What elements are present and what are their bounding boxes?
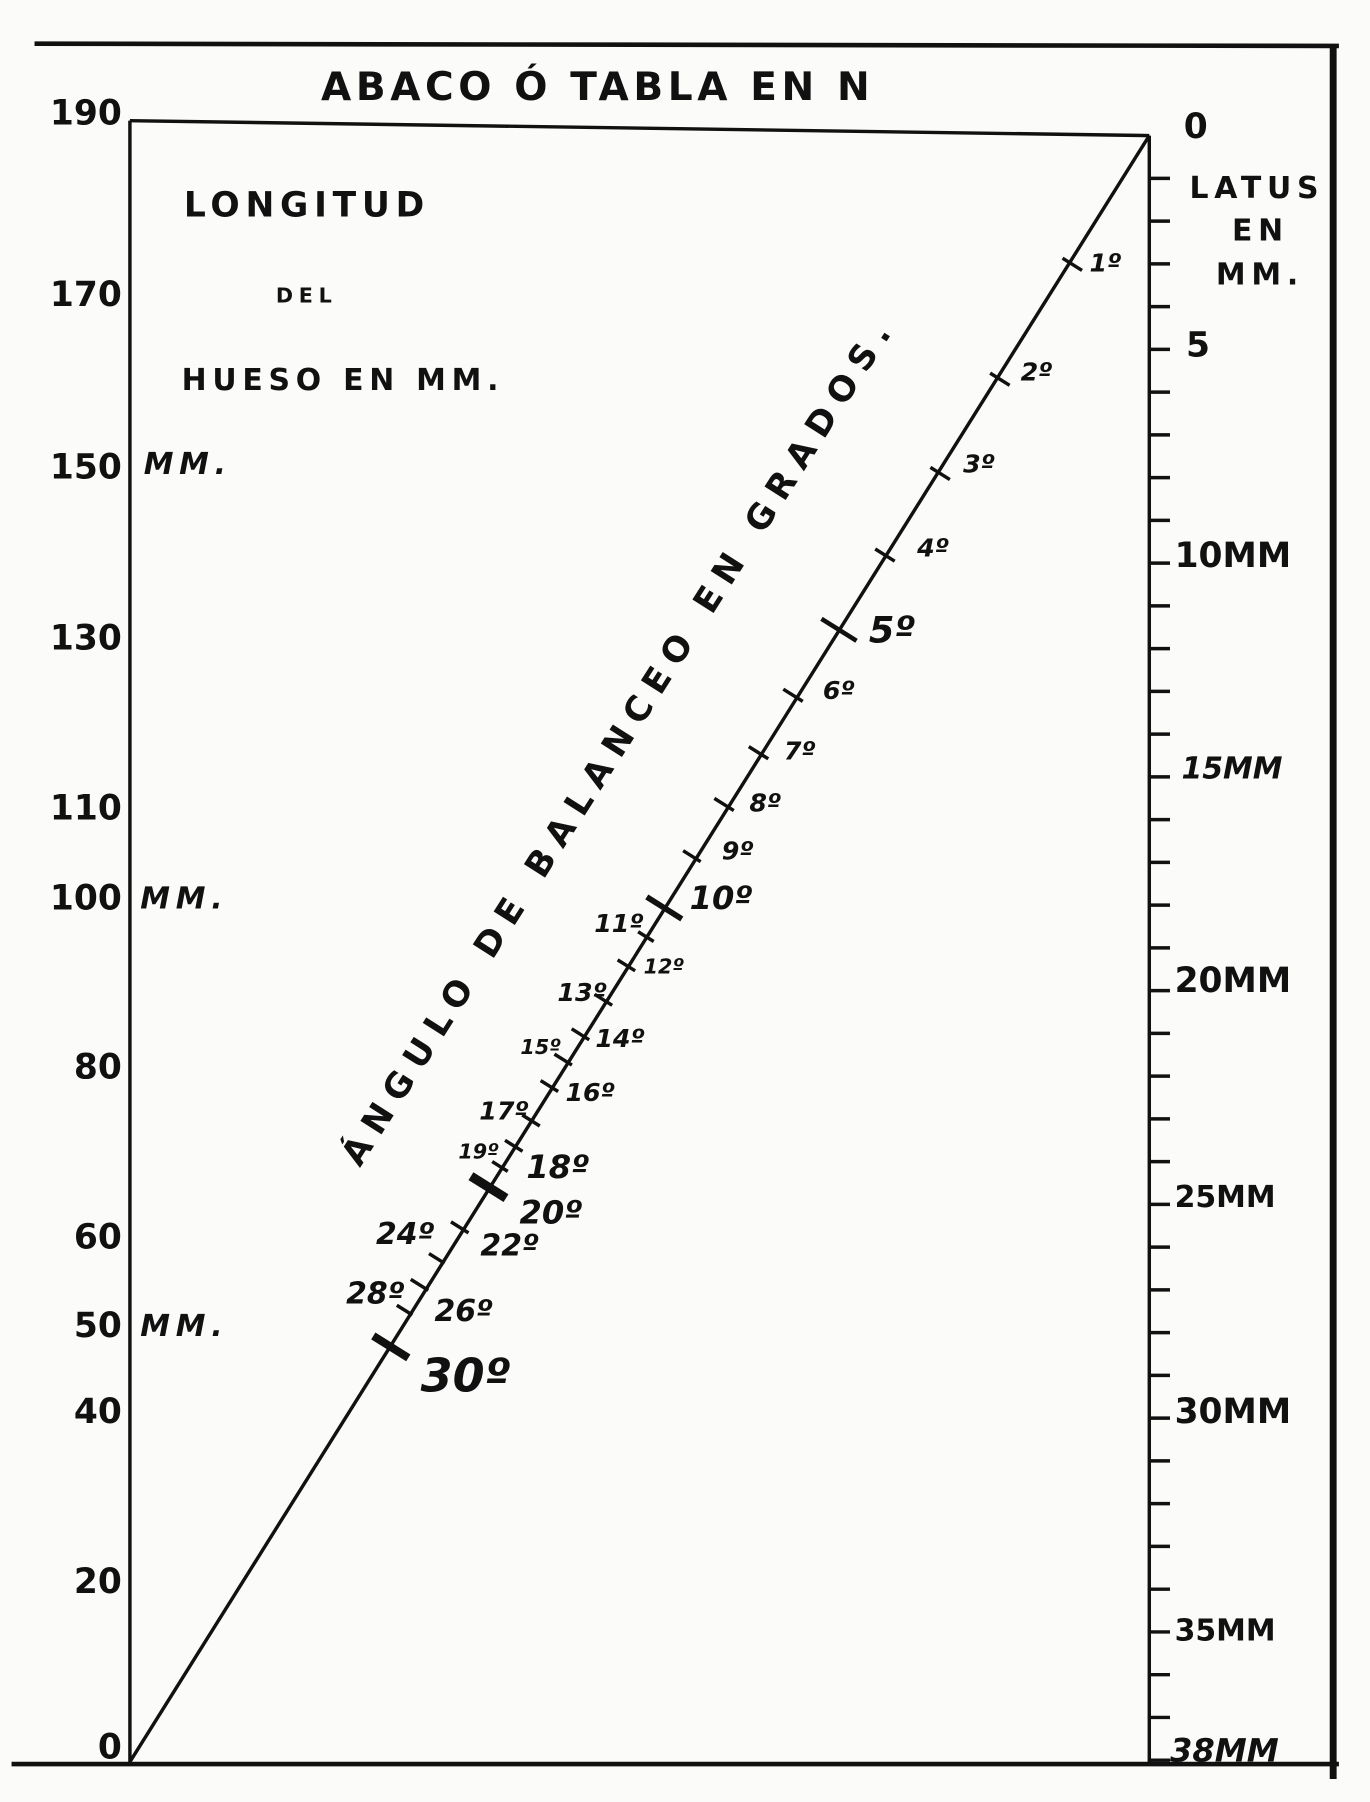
degree-tick bbox=[553, 1052, 573, 1067]
degree-label: 28º bbox=[346, 1277, 405, 1312]
degree-label: 7º bbox=[784, 737, 816, 766]
left-label: 0 bbox=[98, 1728, 122, 1768]
right-label: 25MM bbox=[1175, 1180, 1276, 1215]
degree-label: 14º bbox=[595, 1024, 644, 1053]
degree-tick bbox=[637, 930, 655, 943]
left-label: 170 bbox=[50, 275, 122, 315]
right-label: 5 bbox=[1186, 326, 1210, 366]
left-label: 190 bbox=[50, 93, 122, 133]
degree-label: 22º bbox=[480, 1228, 539, 1263]
degree-tick bbox=[371, 1332, 411, 1362]
degree-label: 2º bbox=[1021, 358, 1053, 387]
degree-label: 12º bbox=[644, 955, 685, 979]
right-title: MM. bbox=[1216, 257, 1304, 292]
degree-label: 10º bbox=[690, 879, 753, 917]
degree-label: 17º bbox=[479, 1096, 528, 1125]
diagonal-axis bbox=[128, 134, 1151, 1763]
degree-label: 15º bbox=[520, 1035, 561, 1059]
top-line bbox=[129, 118, 1150, 138]
degree-tick bbox=[682, 849, 702, 864]
left-note: MM. bbox=[140, 881, 228, 916]
left-label: 150 bbox=[50, 447, 122, 487]
degree-label: 18º bbox=[526, 1148, 589, 1186]
frame-top bbox=[34, 41, 1339, 49]
degree-tick bbox=[1061, 256, 1083, 272]
right-label: 38MM bbox=[1170, 1732, 1279, 1770]
degree-label: 30º bbox=[421, 1349, 511, 1403]
degree-label: 16º bbox=[565, 1078, 614, 1107]
degree-tick bbox=[450, 1220, 470, 1235]
degree-tick bbox=[428, 1252, 446, 1265]
degree-label: 9º bbox=[722, 837, 754, 866]
degree-label: 26º bbox=[434, 1294, 493, 1329]
left-label: 80 bbox=[74, 1047, 122, 1087]
left-label: 40 bbox=[74, 1392, 122, 1432]
left-note: LONGITUD bbox=[184, 185, 430, 225]
left-note: HUESO EN MM. bbox=[182, 363, 505, 398]
degree-label: 19º bbox=[458, 1140, 499, 1164]
degree-label: 5º bbox=[869, 609, 916, 652]
degree-label: 8º bbox=[749, 788, 781, 817]
degree-tick bbox=[929, 465, 951, 482]
degree-tick bbox=[645, 894, 684, 922]
degree-tick bbox=[989, 371, 1011, 387]
degree-tick bbox=[539, 1079, 560, 1093]
title: ABACO Ó TABLA EN N bbox=[321, 63, 874, 110]
left-label: 110 bbox=[50, 789, 122, 829]
left-note: MM. bbox=[140, 1309, 228, 1344]
degree-tick bbox=[616, 958, 637, 973]
right-ticks bbox=[1149, 176, 1170, 1762]
right-label: 15MM bbox=[1181, 751, 1282, 786]
degree-tick bbox=[468, 1172, 509, 1203]
left-label: 130 bbox=[50, 619, 122, 659]
left-label: 100 bbox=[50, 878, 122, 918]
left-note: DEL bbox=[276, 284, 338, 308]
degree-tick bbox=[820, 616, 858, 643]
right-label: 30MM bbox=[1175, 1392, 1292, 1432]
degree-tick bbox=[409, 1277, 430, 1292]
degree-label: 13º bbox=[557, 978, 606, 1007]
degree-label: 6º bbox=[823, 676, 855, 705]
right-label: 10MM bbox=[1175, 536, 1292, 576]
degree-tick bbox=[570, 1027, 591, 1042]
degree-tick bbox=[874, 547, 896, 563]
right-label: 35MM bbox=[1175, 1613, 1276, 1648]
degree-tick bbox=[491, 1160, 509, 1173]
degree-tick bbox=[395, 1303, 414, 1317]
degree-ticks bbox=[371, 256, 1083, 1362]
degree-tick bbox=[593, 992, 614, 1007]
left-note: MM. bbox=[144, 447, 232, 482]
degree-tick bbox=[521, 1113, 541, 1128]
right-title: LATUS bbox=[1190, 171, 1325, 206]
degree-label: 20º bbox=[520, 1194, 583, 1232]
left-label: 50 bbox=[74, 1306, 122, 1346]
degree-label: 3º bbox=[963, 449, 995, 478]
degree-tick bbox=[504, 1138, 524, 1153]
degree-label: 1º bbox=[1090, 248, 1122, 277]
degree-label: 4º bbox=[916, 533, 949, 562]
degree-tick bbox=[782, 687, 804, 703]
degree-label: 11º bbox=[594, 909, 643, 938]
right-label: 20MM bbox=[1175, 961, 1292, 1001]
right-title: EN bbox=[1232, 214, 1289, 249]
degree-tick bbox=[713, 796, 735, 813]
left-label: 60 bbox=[74, 1217, 122, 1257]
degree-tick bbox=[747, 745, 770, 761]
right-label: 0 bbox=[1184, 107, 1208, 147]
left-label: 20 bbox=[74, 1562, 122, 1602]
degree-label: 24º bbox=[376, 1217, 435, 1252]
